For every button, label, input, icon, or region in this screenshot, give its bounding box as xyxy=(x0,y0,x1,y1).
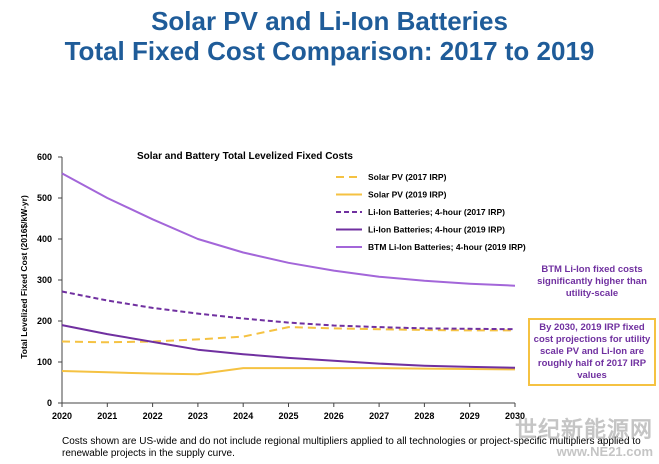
half-cost-callout: By 2030, 2019 IRP fixed cost projections… xyxy=(528,318,656,386)
y-tick-label: 200 xyxy=(37,316,52,326)
x-tick-label: 2023 xyxy=(188,411,208,421)
x-tick-label: 2021 xyxy=(97,411,117,421)
series-line-4 xyxy=(61,172,516,287)
x-tick-label: 2025 xyxy=(278,411,298,421)
slide-title-line2: Total Fixed Cost Comparison: 2017 to 201… xyxy=(64,36,595,66)
watermark-line2: www.NE21.com xyxy=(556,444,653,459)
series-line-3 xyxy=(61,324,516,369)
series-line-0 xyxy=(61,326,515,344)
btm-callout: BTM Li-Ion fixed costs significantly hig… xyxy=(537,264,647,299)
x-tick-label: 2020 xyxy=(52,411,72,421)
series-line-2 xyxy=(61,290,516,331)
legend-label-1: Solar PV (2019 IRP) xyxy=(368,190,447,200)
x-tick-label: 2024 xyxy=(233,411,253,421)
slide-title-line1: Solar PV and Li-Ion Batteries xyxy=(151,6,508,36)
chart-legend: Solar PV (2017 IRP) Solar PV (2019 IRP) Li… xyxy=(336,172,526,252)
series-layer xyxy=(61,172,516,376)
watermark: 世纪新能源网 www.NE21.com xyxy=(515,412,653,459)
legend-label-0: Solar PV (2017 IRP) xyxy=(368,172,447,182)
y-axis-label: Total Levelized Fixed Cost (2016$/kW-yr) xyxy=(19,195,29,359)
y-tick-label: 0 xyxy=(47,398,52,408)
footnote: Costs shown are US-wide and do not inclu… xyxy=(62,436,641,459)
x-tick-label: 2029 xyxy=(460,411,480,421)
y-tick-label: 400 xyxy=(37,234,52,244)
x-tick-label: 2030 xyxy=(505,411,525,421)
y-tick-label: 300 xyxy=(37,275,52,285)
y-tick-label: 100 xyxy=(37,357,52,367)
legend-label-4: BTM Li-Ion Batteries; 4-hour (2019 IRP) xyxy=(368,242,526,252)
x-tick-label: 2022 xyxy=(143,411,163,421)
legend-label-3: Li-Ion Batteries; 4-hour (2019 IRP) xyxy=(368,225,505,235)
y-tick-label: 500 xyxy=(37,193,52,203)
chart-title: Solar and Battery Total Levelized Fixed … xyxy=(137,151,353,162)
legend-label-2: Li-Ion Batteries; 4-hour (2017 IRP) xyxy=(368,207,505,217)
y-tick-label: 600 xyxy=(37,152,52,162)
series-line-1 xyxy=(61,367,516,376)
watermark-line1: 世纪新能源网 xyxy=(514,417,653,442)
chart-axes: 0 100 200 300 400 500 600 2020 2021 2022 2023 2024 2… xyxy=(37,152,525,421)
x-tick-label: 2026 xyxy=(324,411,344,421)
x-tick-label: 2028 xyxy=(414,411,434,421)
x-tick-label: 2027 xyxy=(369,411,389,421)
slide-title: Solar PV and Li-Ion Batteries Total Fixe… xyxy=(0,6,659,66)
